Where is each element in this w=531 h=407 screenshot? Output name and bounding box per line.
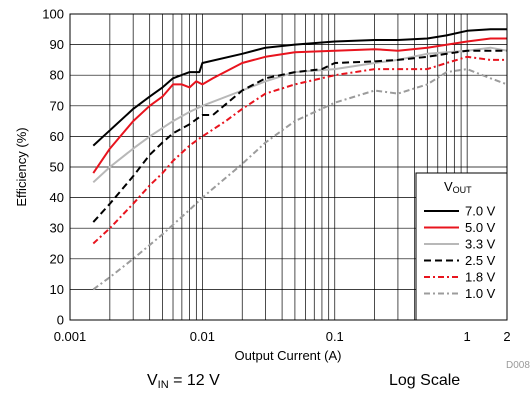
vin-symbol: V <box>147 372 158 389</box>
y-tick-label-7: 70 <box>50 98 64 113</box>
figure-id-watermark: D008 <box>506 360 530 371</box>
vin-value: = 12 V <box>168 372 220 389</box>
scale-caption: Log Scale <box>389 372 461 389</box>
y-tick-label-6: 60 <box>50 129 64 144</box>
legend-title: VOUT <box>444 179 472 195</box>
series-line-2 <box>92 46 508 184</box>
y-tick-label-5: 50 <box>50 160 64 175</box>
x-tick-label-3: 1 <box>464 329 471 344</box>
legend-entries: 7.0 V5.0 V 3.3 V2.5 V 1.8 V1.0 V <box>424 204 496 301</box>
x-axis-label: Output Current (A) <box>235 348 342 363</box>
x-tick-label-1: 0.01 <box>190 329 215 344</box>
series-lines <box>92 28 508 291</box>
x-tick-label-4: 2 <box>503 329 510 344</box>
vin-subscript: IN <box>157 379 169 391</box>
series-line-3 <box>92 49 507 223</box>
legend-box <box>415 172 508 321</box>
legend-label-5: 1.0 V <box>465 286 496 301</box>
y-tick-label-10: 100 <box>42 7 64 22</box>
legend-label-1: 5.0 V <box>465 220 496 235</box>
legend: VOUT 7.0 V5.0 V 3.3 V2.5 V 1.8 V1.0 V <box>415 172 508 321</box>
legend-label-3: 2.5 V <box>465 253 496 268</box>
x-tick-label-0: 0.001 <box>54 329 87 344</box>
x-tick-label-2: 0.1 <box>326 329 344 344</box>
y-tick-label-8: 80 <box>50 68 64 83</box>
y-tick-label-2: 20 <box>50 251 64 266</box>
y-tick-label-0: 0 <box>57 313 64 328</box>
series-line-5 <box>92 68 508 291</box>
y-tick-label-4: 40 <box>50 190 64 205</box>
y-tick-label-1: 10 <box>50 282 64 297</box>
grid <box>70 14 508 320</box>
y-axis-label: Efficiency (%) <box>14 127 29 206</box>
series-line-0 <box>92 28 507 147</box>
legend-label-4: 1.8 V <box>465 270 496 285</box>
legend-label-2: 3.3 V <box>465 237 496 252</box>
input-voltage-caption: VIN = 12 V <box>147 372 220 391</box>
series-line-4 <box>92 55 507 245</box>
plot-frame <box>69 13 508 321</box>
y-tick-label-9: 90 <box>50 37 64 52</box>
tick-labels: 0 10 20 30 40 50 60 70 80 90 100 0.001 0.01 0.1 1 2 <box>42 7 510 345</box>
legend-title-main: V <box>444 179 453 194</box>
series-line-1 <box>92 37 507 174</box>
legend-title-sub: OUT <box>453 185 473 195</box>
legend-label-0: 7.0 V <box>465 204 496 219</box>
y-tick-label-3: 30 <box>50 221 64 236</box>
